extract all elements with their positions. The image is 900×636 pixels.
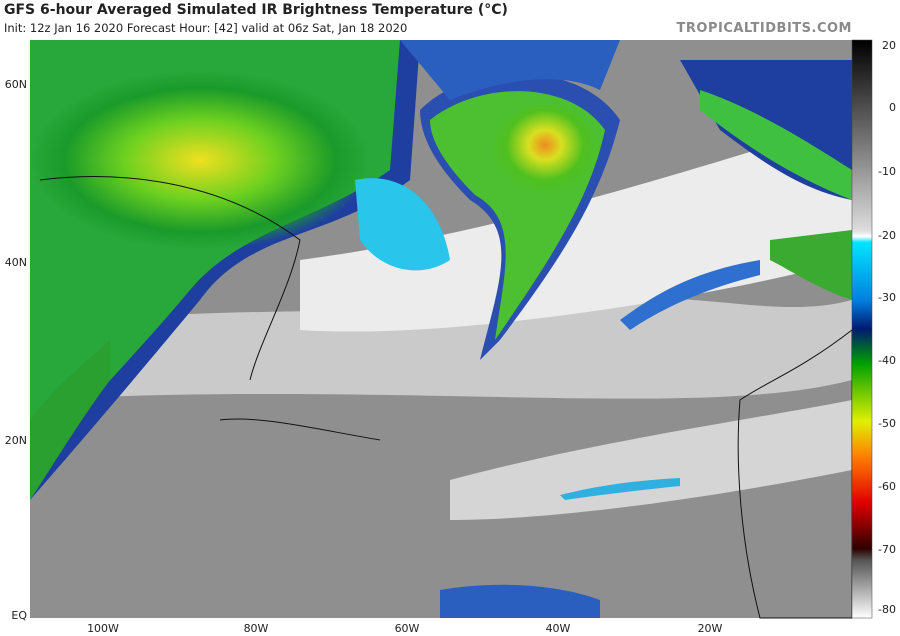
colorbar-tick-label: -60 bbox=[878, 480, 896, 493]
colorbar-tick-label: -80 bbox=[878, 603, 896, 616]
colorbar-tick-label: -70 bbox=[878, 543, 896, 556]
colorbar-tick-label: -40 bbox=[878, 354, 896, 367]
colorbar-tick-label: 0 bbox=[889, 101, 896, 114]
lat-label: 20N bbox=[5, 434, 27, 447]
lat-label: EQ bbox=[11, 609, 27, 622]
title: GFS 6-hour Averaged Simulated IR Brightn… bbox=[4, 2, 508, 18]
map bbox=[30, 40, 853, 619]
colorbar-tick-label: 20 bbox=[882, 39, 896, 52]
lon-label: 20W bbox=[698, 622, 723, 635]
colorbar-tick-label: -50 bbox=[878, 417, 896, 430]
lat-label: 60N bbox=[5, 78, 27, 91]
colorbar-tick-label: -10 bbox=[878, 165, 896, 178]
lon-label: 40W bbox=[546, 622, 571, 635]
lon-label: 80W bbox=[244, 622, 269, 635]
lon-label: 60W bbox=[395, 622, 420, 635]
credit: TROPICALTIDBITS.COM bbox=[676, 21, 852, 36]
colorbar-tick-label: -20 bbox=[878, 229, 896, 242]
lon-label: 100W bbox=[87, 622, 119, 635]
colorbar bbox=[851, 39, 873, 619]
subtitle: Init: 12z Jan 16 2020 Forecast Hour: [42… bbox=[4, 21, 408, 35]
colorbar-tick-label: -30 bbox=[878, 291, 896, 304]
lat-label: 40N bbox=[5, 256, 27, 269]
